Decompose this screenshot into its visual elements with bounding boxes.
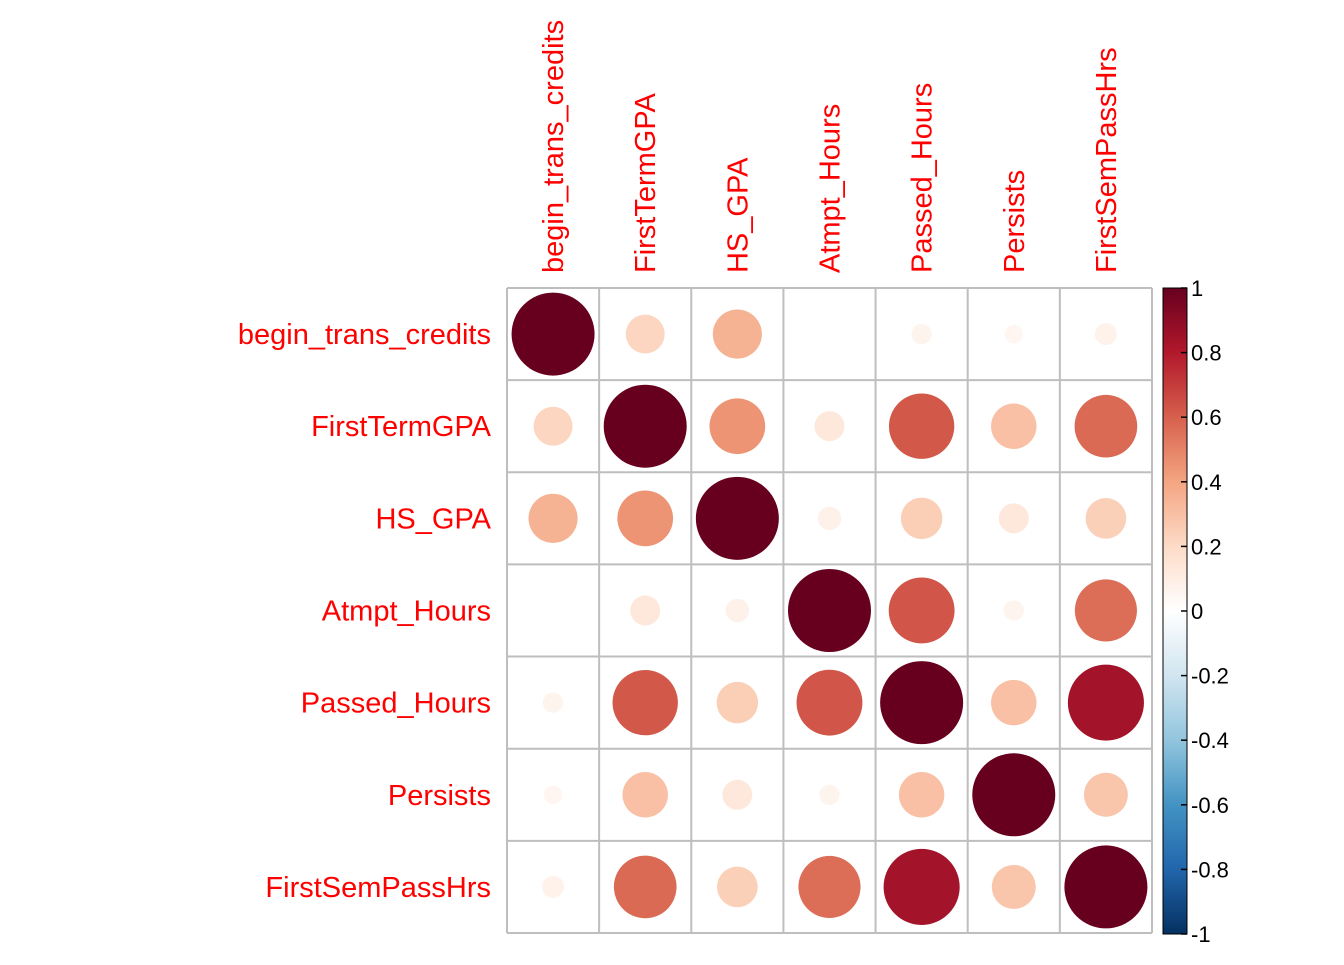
corr-circle-Atmpt_Hours-HS_GPA: [725, 598, 750, 623]
corr-circle-Persists-FirstTermGPA: [622, 772, 668, 818]
corr-circle-Passed_Hours-Persists: [991, 679, 1037, 726]
corr-circle-Passed_Hours-Atmpt_Hours: [796, 669, 863, 736]
row-label-Atmpt_Hours: Atmpt_Hours: [322, 595, 491, 627]
row-labels: begin_trans_credits FirstTermGPA HS_GPA Atm…: [238, 319, 492, 904]
column-label-HS_GPA: HS_GPA: [722, 157, 754, 273]
row-label-Passed_Hours: Passed_Hours: [301, 688, 491, 720]
corr-circle-FirstSemPassHrs-Persists: [991, 864, 1036, 909]
corr-circle-FirstSemPassHrs-HS_GPA: [717, 866, 758, 908]
corr-circle-Persists-Passed_Hours: [898, 772, 945, 818]
column-label-Passed_Hours: Passed_Hours: [907, 83, 939, 273]
corr-circle-HS_GPA-Passed_Hours: [900, 497, 943, 540]
colorbar-tick-label: -0.8: [1191, 857, 1229, 882]
corr-circle-HS_GPA-FirstSemPassHrs: [1085, 498, 1127, 539]
corr-circle-Atmpt_Hours-Atmpt_Hours: [787, 568, 871, 652]
corr-circle-HS_GPA-FirstTermGPA: [617, 490, 674, 547]
correlation-circles: [511, 292, 1148, 929]
column-label-begin_trans_credits: begin_trans_credits: [538, 20, 570, 273]
corr-circle-Persists-begin_trans_credits: [543, 785, 563, 805]
corr-circle-begin_trans_credits-HS_GPA: [712, 309, 762, 359]
corr-circle-FirstTermGPA-Passed_Hours: [888, 393, 955, 459]
corr-circle-Passed_Hours-HS_GPA: [716, 681, 759, 724]
corr-circle-begin_trans_credits-Passed_Hours: [911, 323, 932, 345]
corr-circle-Passed_Hours-FirstSemPassHrs: [1067, 664, 1144, 741]
column-label-FirstTermGPA: FirstTermGPA: [630, 92, 662, 273]
corr-circle-begin_trans_credits-begin_trans_credits: [511, 292, 595, 376]
column-label-FirstSemPassHrs: FirstSemPassHrs: [1091, 47, 1123, 273]
corr-circle-FirstSemPassHrs-FirstTermGPA: [613, 855, 677, 919]
colorbar-tick-label: -0.2: [1191, 664, 1229, 689]
row-label-FirstSemPassHrs: FirstSemPassHrs: [265, 872, 491, 904]
corr-circle-Passed_Hours-Passed_Hours: [880, 661, 964, 745]
column-label-Atmpt_Hours: Atmpt_Hours: [814, 104, 846, 273]
corr-circle-begin_trans_credits-FirstSemPassHrs: [1094, 323, 1117, 346]
corr-circle-Persists-Persists: [972, 753, 1056, 837]
column-labels: begin_trans_credits FirstTermGPA HS_GPA Atm…: [538, 20, 1123, 273]
corr-circle-Atmpt_Hours-Passed_Hours: [888, 577, 955, 644]
corr-circle-FirstTermGPA-HS_GPA: [709, 398, 766, 455]
column-label-Persists: Persists: [999, 170, 1031, 273]
grid: [506, 287, 1153, 934]
colorbar-tick-label: -0.6: [1191, 793, 1229, 818]
colorbar-tick-label: 0.8: [1191, 341, 1222, 366]
row-label-HS_GPA: HS_GPA: [375, 503, 491, 535]
corr-circle-FirstTermGPA-Persists: [991, 403, 1037, 449]
corr-circle-Passed_Hours-begin_trans_credits: [542, 692, 564, 713]
corr-circle-HS_GPA-begin_trans_credits: [528, 493, 578, 543]
corr-circle-FirstTermGPA-FirstSemPassHrs: [1074, 394, 1138, 458]
corr-circle-FirstTermGPA-Atmpt_Hours: [814, 411, 845, 442]
corr-circle-Atmpt_Hours-FirstTermGPA: [630, 595, 661, 626]
corr-circle-Atmpt_Hours-Persists: [1003, 600, 1024, 621]
colorbar-tick-label: 0.4: [1191, 470, 1222, 495]
corr-circle-Atmpt_Hours-FirstSemPassHrs: [1074, 579, 1137, 642]
row-label-begin_trans_credits: begin_trans_credits: [238, 319, 491, 351]
colorbar-tick-label: 1: [1191, 276, 1203, 301]
corr-circle-Persists-FirstSemPassHrs: [1083, 772, 1128, 817]
corr-circle-Persists-Atmpt_Hours: [819, 784, 840, 805]
corr-circle-FirstSemPassHrs-begin_trans_credits: [542, 875, 565, 898]
colorbar-tick-label: -1: [1191, 922, 1211, 947]
corr-circle-HS_GPA-HS_GPA: [695, 476, 779, 560]
corr-circle-FirstSemPassHrs-Atmpt_Hours: [798, 855, 861, 918]
corr-circle-begin_trans_credits-Persists: [1004, 324, 1024, 344]
colorbar-tick-label: 0.2: [1191, 534, 1222, 559]
corr-circle-Persists-HS_GPA: [722, 779, 753, 810]
corr-circle-FirstTermGPA-FirstTermGPA: [603, 384, 687, 468]
corr-circle-FirstTermGPA-begin_trans_credits: [533, 406, 573, 446]
corr-circle-FirstSemPassHrs-Passed_Hours: [883, 848, 960, 925]
corr-circle-Passed_Hours-FirstTermGPA: [612, 669, 678, 736]
row-label-FirstTermGPA: FirstTermGPA: [311, 411, 492, 443]
colorbar-tick-label: 0: [1191, 599, 1203, 624]
corr-circle-begin_trans_credits-FirstTermGPA: [625, 314, 665, 354]
colorbar: 1 0.8 0.6 0.4 0.2 0 -0.2 -0.4 -0.6 -0.8 -1: [1162, 276, 1229, 947]
colorbar-tick-label: 0.6: [1191, 405, 1222, 430]
corr-circle-HS_GPA-Persists: [998, 503, 1029, 534]
colorbar-tick-label: -0.4: [1191, 728, 1229, 753]
corr-circle-HS_GPA-Atmpt_Hours: [817, 506, 842, 531]
corr-circle-FirstSemPassHrs-FirstSemPassHrs: [1064, 845, 1148, 929]
row-label-Persists: Persists: [388, 780, 491, 812]
